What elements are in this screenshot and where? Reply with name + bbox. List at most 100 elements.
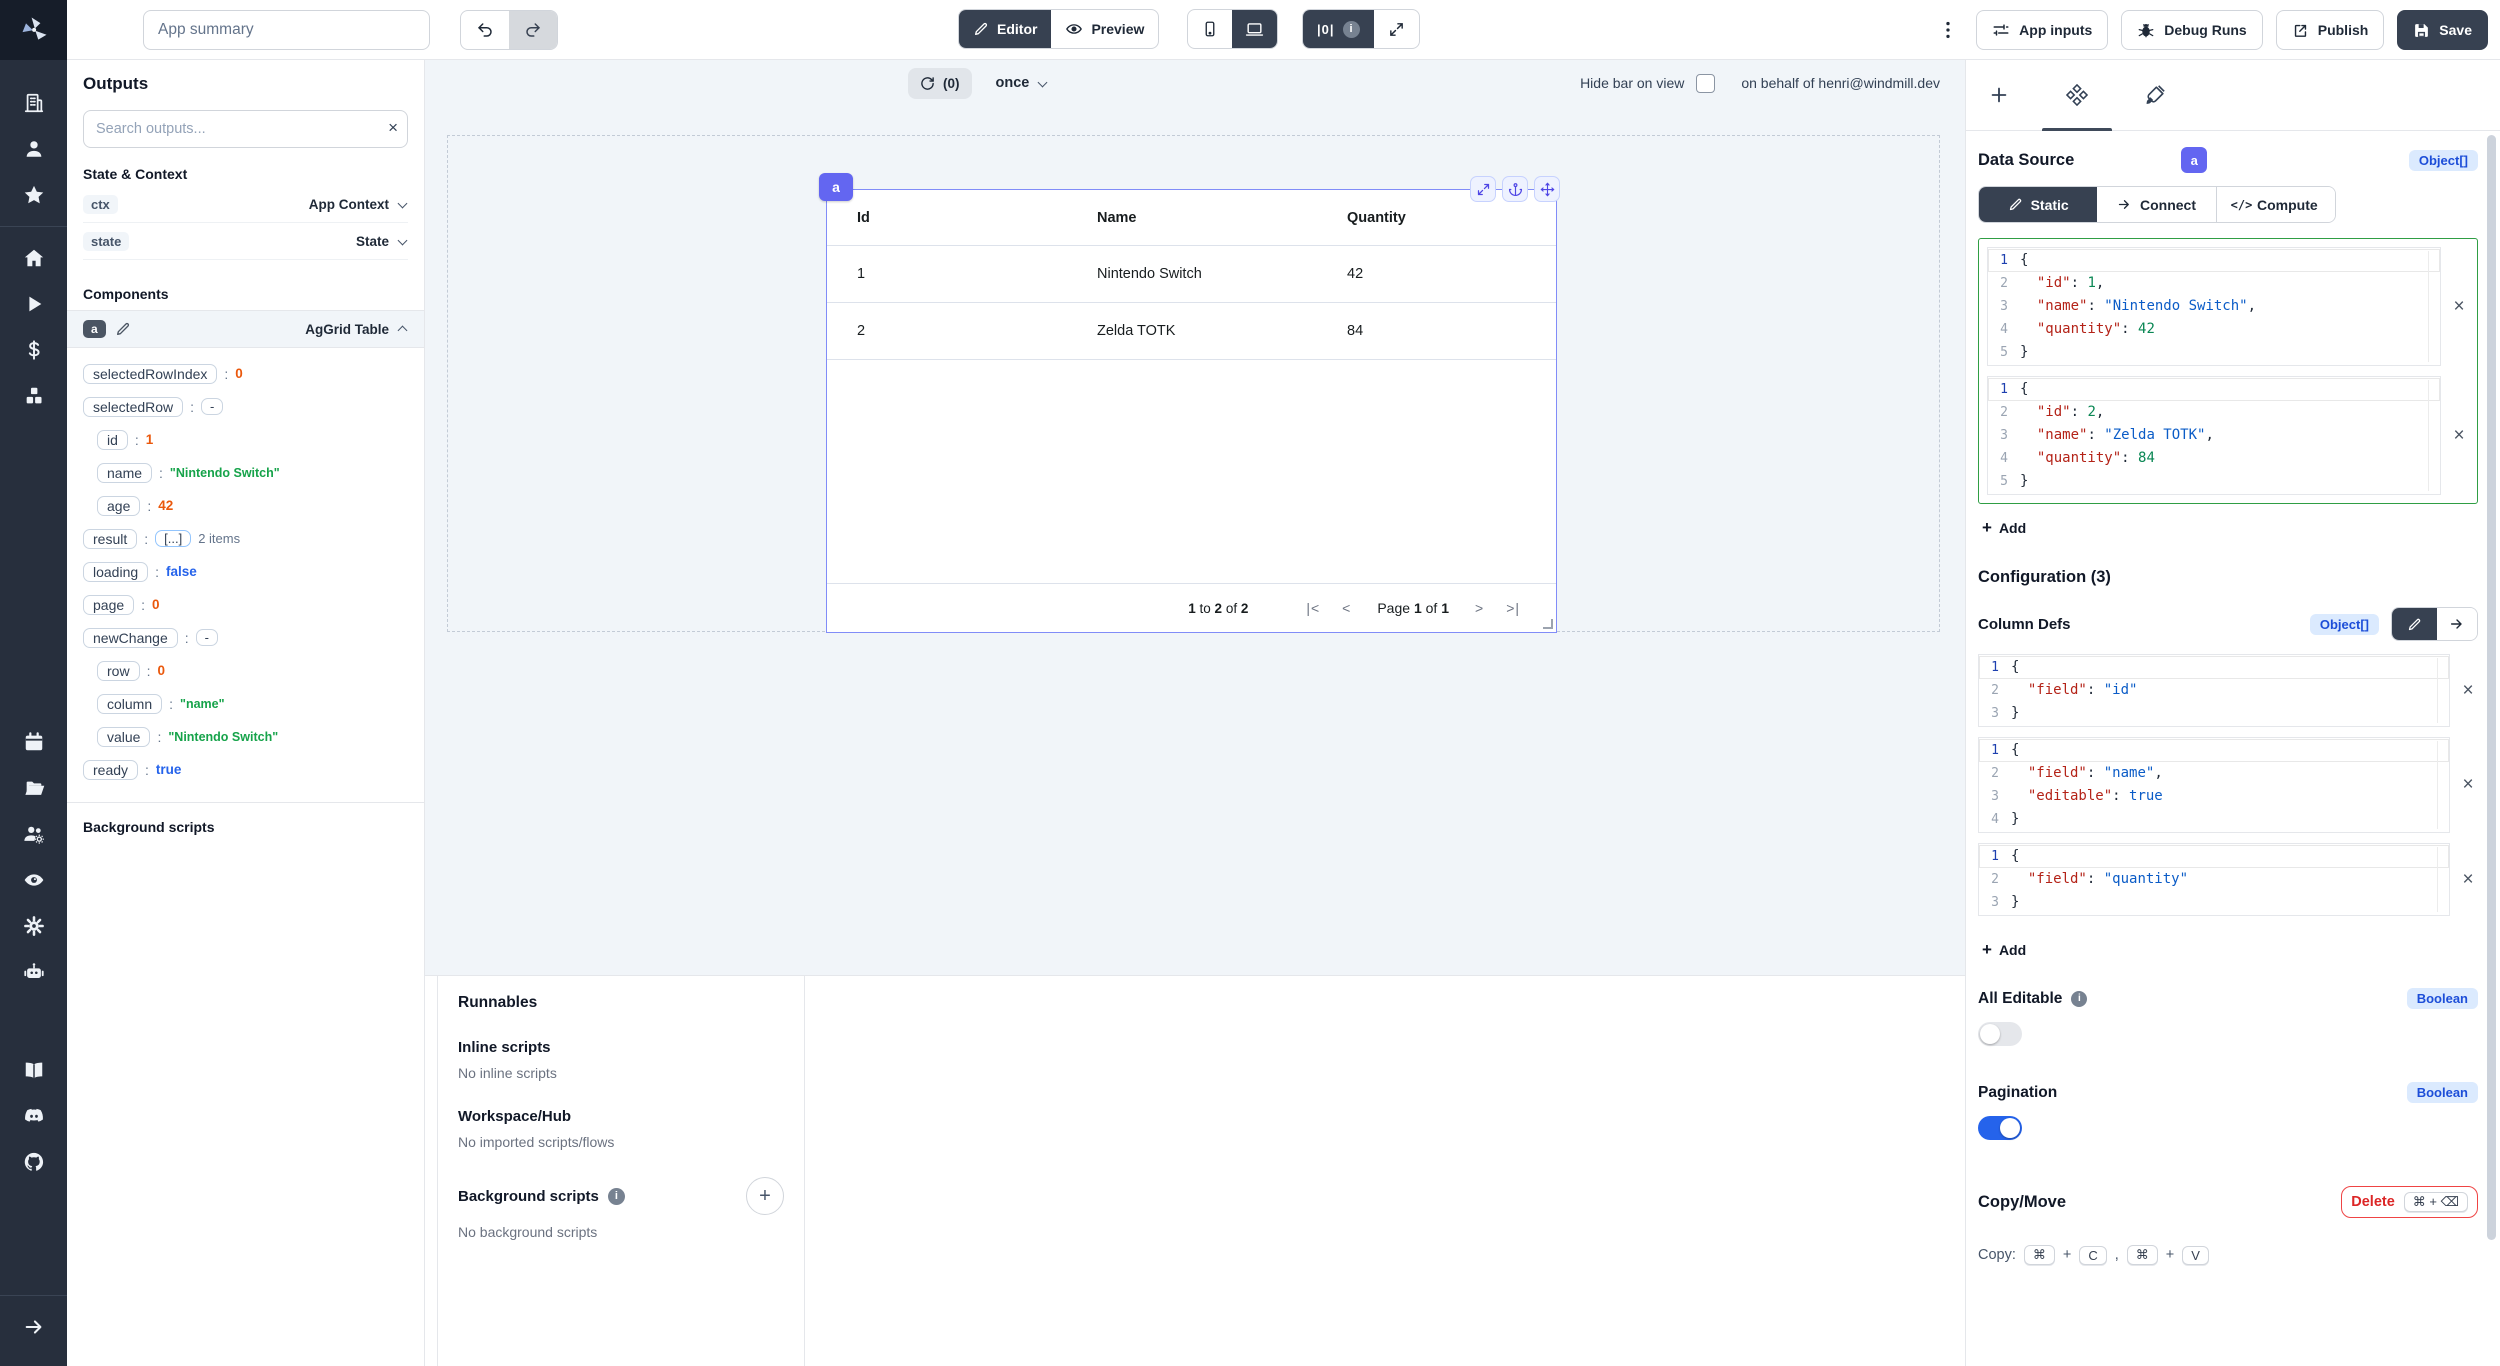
- delete-component-button[interactable]: Delete ⌘ + ⌫: [2341, 1186, 2478, 1218]
- undo-button[interactable]: [461, 11, 509, 49]
- remove-item-button[interactable]: ×: [2462, 868, 2474, 890]
- save-button[interactable]: Save: [2397, 10, 2488, 50]
- output-prop-page[interactable]: page:0: [83, 588, 408, 621]
- component-settings-tab[interactable]: [2066, 84, 2088, 106]
- type-badge[interactable]: Object[]: [2408, 149, 2478, 171]
- sidebar-arrow-right-icon[interactable]: [11, 1304, 57, 1350]
- output-prop-name[interactable]: name: "Nintendo Switch": [83, 456, 408, 489]
- grid-cell[interactable]: 42: [1347, 266, 1364, 282]
- debug-runs-button[interactable]: Debug Runs: [2121, 10, 2263, 50]
- search-outputs-input[interactable]: [83, 110, 408, 148]
- redo-button[interactable]: [509, 11, 557, 49]
- scrollbar[interactable]: [2487, 135, 2496, 1240]
- first-page-button[interactable]: |<: [1306, 600, 1321, 616]
- publish-button[interactable]: Publish: [2275, 10, 2385, 50]
- output-prop-selectedRowIndex[interactable]: selectedRowIndex:0: [83, 357, 408, 390]
- context-row-state[interactable]: state State: [83, 223, 408, 260]
- remove-item-button[interactable]: ×: [2462, 679, 2474, 701]
- tab-preview[interactable]: Preview: [1051, 10, 1158, 48]
- aggrid-table-component[interactable]: a Id Name Quantity 1 Nintendo Switch 42 2 Zeld…: [819, 173, 1560, 633]
- prev-page-button[interactable]: <: [1342, 600, 1352, 616]
- sidebar-robot-icon[interactable]: [11, 949, 57, 995]
- tab-editor[interactable]: Editor: [959, 10, 1052, 48]
- grid-cell[interactable]: Nintendo Switch: [1097, 266, 1202, 282]
- output-prop-loading[interactable]: loading: false: [83, 555, 408, 588]
- remove-item-button[interactable]: ×: [2453, 295, 2465, 317]
- remove-item-button[interactable]: ×: [2453, 424, 2465, 446]
- type-badge[interactable]: Object[]: [2309, 613, 2379, 635]
- mobile-view-button[interactable]: [1188, 10, 1232, 48]
- bounds-toggle-button[interactable]: |0| i: [1303, 10, 1374, 48]
- sidebar-dollar-icon[interactable]: [11, 327, 57, 373]
- output-prop-column[interactable]: column: "name": [83, 687, 408, 720]
- sidebar-folder-icon[interactable]: [11, 765, 57, 811]
- output-prop-id[interactable]: id:1: [83, 423, 408, 456]
- output-prop-newChange[interactable]: newChange: -: [83, 621, 408, 654]
- pencil-icon[interactable]: [115, 321, 131, 337]
- grid-row[interactable]: 2 Zelda TOTK 84: [827, 303, 1556, 360]
- pagination-toggle[interactable]: [1978, 1116, 2022, 1140]
- refresh-button[interactable]: (0): [908, 67, 972, 99]
- grid-row[interactable]: 1 Nintendo Switch 42: [827, 246, 1556, 303]
- sidebar-users-gear-icon[interactable]: [11, 811, 57, 857]
- output-prop-value[interactable]: value: "Nintendo Switch": [83, 720, 408, 753]
- sidebar-calendar-icon[interactable]: [11, 719, 57, 765]
- edit-mode-button[interactable]: [2392, 608, 2437, 640]
- sidebar-user-icon[interactable]: [11, 126, 57, 172]
- component-header[interactable]: a AgGrid Table: [67, 310, 424, 348]
- sidebar-eye-icon[interactable]: [11, 857, 57, 903]
- context-row-ctx[interactable]: ctx App Context: [83, 186, 408, 223]
- more-menu-button[interactable]: [1937, 19, 1959, 41]
- windmill-logo-icon[interactable]: [0, 0, 67, 60]
- refresh-mode-dropdown[interactable]: once: [996, 75, 1049, 91]
- insert-component-tab[interactable]: [1988, 84, 2010, 106]
- styling-tab[interactable]: [2144, 84, 2166, 106]
- json-editor[interactable]: 1{2 "id": 1, 3 "name": "Nintendo Switch",…: [1987, 247, 2441, 366]
- expand-component-button[interactable]: [1470, 176, 1496, 202]
- canvas-area[interactable]: (0) once Hide bar on view on behalf of h…: [425, 60, 1965, 975]
- tab-compute[interactable]: </> Compute: [2216, 187, 2335, 222]
- add-datasource-item-button[interactable]: + Add: [1982, 518, 2027, 537]
- output-prop-ready[interactable]: ready: true: [83, 753, 408, 786]
- sidebar-gear-icon[interactable]: [11, 903, 57, 949]
- desktop-view-button[interactable]: [1232, 10, 1277, 48]
- all-editable-toggle[interactable]: [1978, 1022, 2022, 1046]
- fullscreen-button[interactable]: [1374, 10, 1419, 48]
- tab-connect[interactable]: Connect: [2097, 187, 2217, 222]
- sidebar-star-icon[interactable]: [11, 172, 57, 218]
- grid-cell[interactable]: 1: [857, 266, 866, 282]
- component-tag[interactable]: a: [819, 173, 853, 201]
- add-background-script-button[interactable]: +: [746, 1177, 784, 1215]
- json-editor[interactable]: 1{2 "field": "id" 3}: [1978, 654, 2450, 727]
- add-column-def-button[interactable]: + Add: [1982, 940, 2027, 959]
- anchor-component-button[interactable]: [1502, 176, 1528, 202]
- grid-cell[interactable]: Zelda TOTK: [1097, 323, 1176, 339]
- output-prop-age[interactable]: age:42: [83, 489, 408, 522]
- sidebar-book-icon[interactable]: [11, 1047, 57, 1093]
- clear-search-icon[interactable]: ×: [388, 118, 398, 137]
- sidebar-play-icon[interactable]: [11, 281, 57, 327]
- grid-header-cell[interactable]: Name: [1097, 209, 1137, 226]
- remove-item-button[interactable]: ×: [2462, 774, 2474, 795]
- canvas-frame[interactable]: a Id Name Quantity 1 Nintendo Switch 42 2 Zeld…: [447, 135, 1940, 633]
- hide-bar-checkbox[interactable]: [1696, 73, 1716, 93]
- sidebar-discord-icon[interactable]: [11, 1093, 57, 1139]
- grid-cell[interactable]: 2: [857, 323, 866, 339]
- json-editor[interactable]: 1{2 "id": 2, 3 "name": "Zelda TOTK", 4 "qu…: [1987, 376, 2441, 495]
- json-editor[interactable]: 1{2 "field": "quantity" 3}: [1978, 843, 2450, 916]
- sidebar-building-icon[interactable]: [11, 80, 57, 126]
- grid-header-cell[interactable]: Quantity: [1347, 209, 1406, 226]
- output-prop-result[interactable]: result: [...] 2 items: [83, 522, 408, 555]
- grid-header-cell[interactable]: Id: [857, 209, 870, 226]
- next-page-button[interactable]: >: [1475, 600, 1485, 616]
- last-page-button[interactable]: >|: [1506, 600, 1520, 616]
- app-summary-input[interactable]: [143, 10, 430, 50]
- move-component-button[interactable]: [1534, 176, 1560, 202]
- connect-mode-button[interactable]: [2437, 608, 2477, 640]
- json-editor[interactable]: 1{2 "field": "name", 3 "editable": true 4}: [1978, 737, 2450, 833]
- grid-cell[interactable]: 84: [1347, 323, 1364, 339]
- sidebar-cubes-icon[interactable]: [11, 373, 57, 419]
- output-prop-row[interactable]: row:0: [83, 654, 408, 687]
- app-inputs-button[interactable]: App inputs: [1976, 10, 2109, 50]
- output-prop-selectedRow[interactable]: selectedRow: -: [83, 390, 408, 423]
